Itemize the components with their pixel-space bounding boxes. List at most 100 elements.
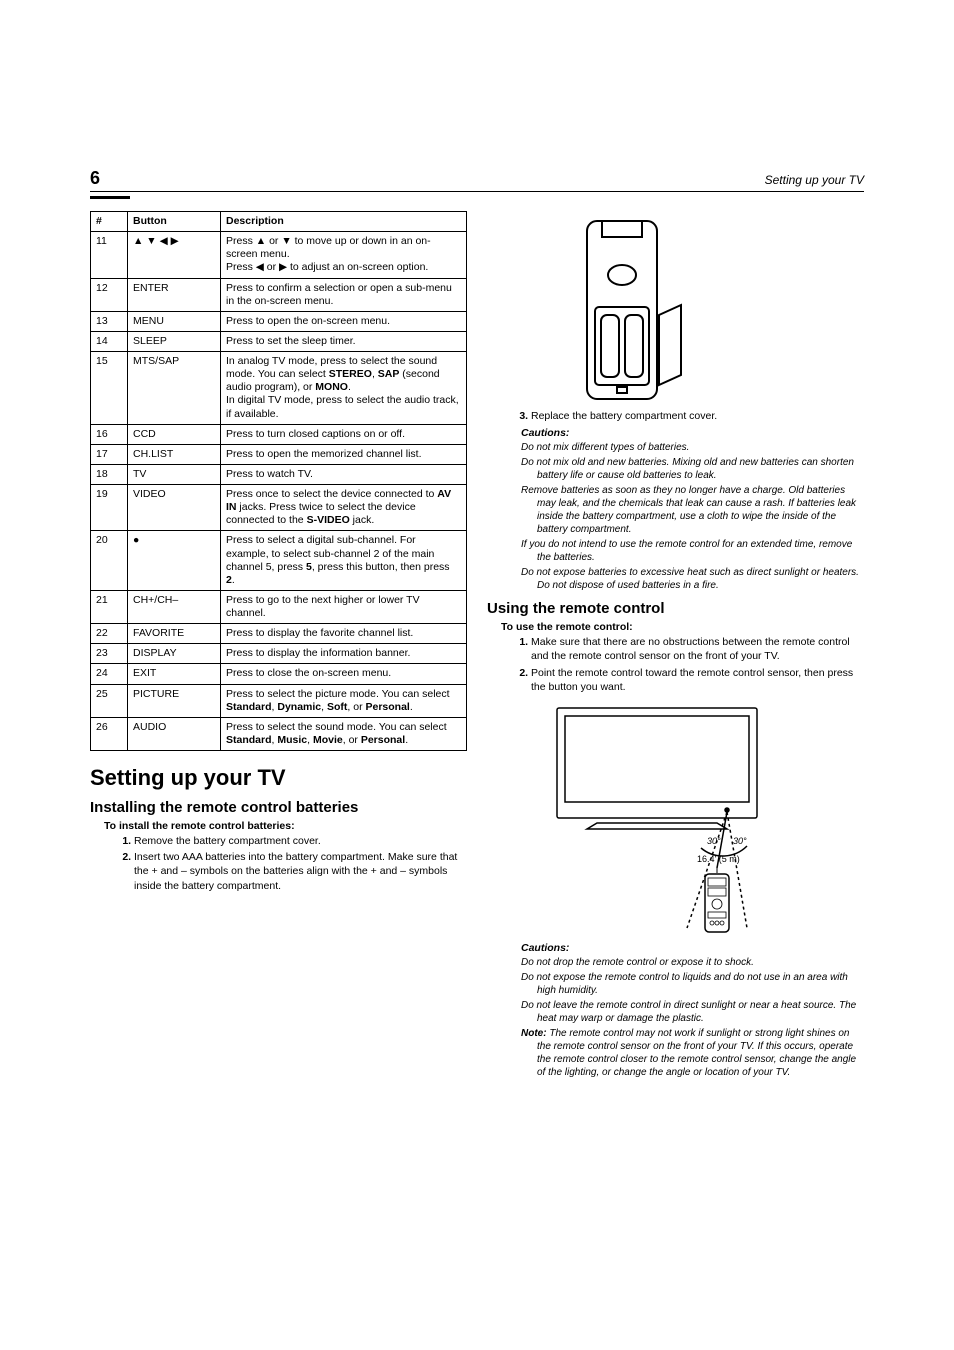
battery-compartment-illustration — [547, 215, 717, 405]
running-header: 6 Setting up your TV — [90, 168, 864, 192]
cell-number: 24 — [91, 664, 128, 684]
install-step-3: Replace the battery compartment cover. — [531, 409, 864, 423]
cell-number: 26 — [91, 717, 128, 750]
list-item: Make sure that there are no obstructions… — [531, 635, 864, 663]
cell-description: Press ▲ or ▼ to move up or down in an on… — [221, 232, 467, 278]
table-row: 16CCDPress to turn closed captions on or… — [91, 424, 467, 444]
caution-item: If you do not intend to use the remote c… — [521, 538, 864, 564]
cell-button: ▲ ▼ ◀ ▶ — [128, 232, 221, 278]
running-title: Setting up your TV — [765, 173, 864, 187]
table-row: 15MTS/SAPIn analog TV mode, press to sel… — [91, 352, 467, 425]
table-header-row: # Button Description — [91, 212, 467, 232]
cell-button: CH.LIST — [128, 444, 221, 464]
battery-cautions: Do not mix different types of batteries.… — [521, 441, 864, 592]
caution-item: Do not expose batteries to excessive hea… — [521, 566, 864, 592]
cell-button: ● — [128, 531, 221, 591]
cell-button: FAVORITE — [128, 624, 221, 644]
accent-bar — [90, 196, 130, 199]
cell-button: AUDIO — [128, 717, 221, 750]
cell-description: Press to confirm a selection or open a s… — [221, 278, 467, 311]
cell-description: Press to open the memorized channel list… — [221, 444, 467, 464]
table-row: 24EXITPress to close the on-screen menu. — [91, 664, 467, 684]
remote-range-illustration: 30° 30° 16.4' (5 m) — [537, 698, 797, 938]
note-label: Note: — [521, 1028, 547, 1039]
cell-number: 21 — [91, 590, 128, 623]
cell-number: 19 — [91, 485, 128, 531]
cell-description: Press to close the on-screen menu. — [221, 664, 467, 684]
range-distance: 16.4' (5 m) — [697, 854, 740, 864]
remote-note: Note: The remote control may not work if… — [521, 1027, 864, 1079]
list-item: Remove the battery compartment cover. — [134, 834, 467, 848]
table-row: 13MENUPress to open the on-screen menu. — [91, 311, 467, 331]
remote-cautions-heading: Cautions: — [521, 942, 864, 954]
caution-item: Remove batteries as soon as they no long… — [521, 484, 864, 536]
cell-button: TV — [128, 464, 221, 484]
cell-button: PICTURE — [128, 684, 221, 717]
heading-install-batteries: Installing the remote control batteries — [90, 799, 467, 816]
cell-number: 18 — [91, 464, 128, 484]
cell-number: 22 — [91, 624, 128, 644]
cell-number: 23 — [91, 644, 128, 664]
cell-description: Press once to select the device connecte… — [221, 485, 467, 531]
cell-description: Press to select a digital sub-channel. F… — [221, 531, 467, 591]
install-lead: To install the remote control batteries: — [104, 820, 467, 832]
note-text: The remote control may not work if sunli… — [537, 1028, 856, 1078]
cell-button: SLEEP — [128, 331, 221, 351]
cell-button: ENTER — [128, 278, 221, 311]
table-row: 25PICTUREPress to select the picture mod… — [91, 684, 467, 717]
caution-item: Do not expose the remote control to liqu… — [521, 971, 864, 997]
page: 6 Setting up your TV # Button Descriptio… — [0, 0, 954, 1350]
cell-number: 11 — [91, 232, 128, 278]
table-row: 22FAVORITEPress to display the favorite … — [91, 624, 467, 644]
cell-description: Press to display the favorite channel li… — [221, 624, 467, 644]
cell-description: Press to select the sound mode. You can … — [221, 717, 467, 750]
cell-number: 17 — [91, 444, 128, 464]
use-lead: To use the remote control: — [501, 621, 864, 633]
battery-cautions-heading: Cautions: — [521, 427, 864, 439]
table-row: 17CH.LISTPress to open the memorized cha… — [91, 444, 467, 464]
cell-number: 14 — [91, 331, 128, 351]
cell-description: Press to set the sleep timer. — [221, 331, 467, 351]
cell-number: 20 — [91, 531, 128, 591]
cell-button: DISPLAY — [128, 644, 221, 664]
table-row: 11▲ ▼ ◀ ▶Press ▲ or ▼ to move up or down… — [91, 232, 467, 278]
heading-using-remote: Using the remote control — [487, 600, 864, 617]
cell-description: Press to open the on-screen menu. — [221, 311, 467, 331]
th-button: Button — [128, 212, 221, 232]
right-column: Replace the battery compartment cover. C… — [487, 211, 864, 1079]
range-angle-right: 30° — [733, 836, 747, 846]
cell-description: Press to select the picture mode. You ca… — [221, 684, 467, 717]
caution-item: Do not drop the remote control or expose… — [521, 956, 864, 969]
remote-cautions: Do not drop the remote control or expose… — [521, 956, 864, 1025]
cell-description: In analog TV mode, press to select the s… — [221, 352, 467, 425]
install-steps: Remove the battery compartment cover.Ins… — [134, 834, 467, 893]
button-table: # Button Description 11▲ ▼ ◀ ▶Press ▲ or… — [90, 211, 467, 751]
cell-description: Press to go to the next higher or lower … — [221, 590, 467, 623]
cell-number: 16 — [91, 424, 128, 444]
cell-number: 12 — [91, 278, 128, 311]
caution-item: Do not leave the remote control in direc… — [521, 999, 864, 1025]
caution-item: Do not mix old and new batteries. Mixing… — [521, 456, 864, 482]
left-column: # Button Description 11▲ ▼ ◀ ▶Press ▲ or… — [90, 211, 467, 1079]
cell-button: MTS/SAP — [128, 352, 221, 425]
cell-button: CH+/CH– — [128, 590, 221, 623]
use-steps: Make sure that there are no obstructions… — [531, 635, 864, 694]
range-angle-left: 30° — [707, 836, 721, 846]
table-row: 23DISPLAYPress to display the informatio… — [91, 644, 467, 664]
cell-button: MENU — [128, 311, 221, 331]
cell-description: Press to watch TV. — [221, 464, 467, 484]
th-description: Description — [221, 212, 467, 232]
page-number: 6 — [90, 168, 100, 189]
cell-number: 13 — [91, 311, 128, 331]
table-row: 14SLEEPPress to set the sleep timer. — [91, 331, 467, 351]
cell-description: Press to display the information banner. — [221, 644, 467, 664]
heading-setup: Setting up your TV — [90, 765, 467, 791]
cell-number: 15 — [91, 352, 128, 425]
cell-description: Press to turn closed captions on or off. — [221, 424, 467, 444]
cell-button: EXIT — [128, 664, 221, 684]
cell-button: VIDEO — [128, 485, 221, 531]
table-row: 19VIDEOPress once to select the device c… — [91, 485, 467, 531]
caution-item: Do not mix different types of batteries. — [521, 441, 864, 454]
table-row: 12ENTERPress to confirm a selection or o… — [91, 278, 467, 311]
table-row: 20●Press to select a digital sub-channel… — [91, 531, 467, 591]
